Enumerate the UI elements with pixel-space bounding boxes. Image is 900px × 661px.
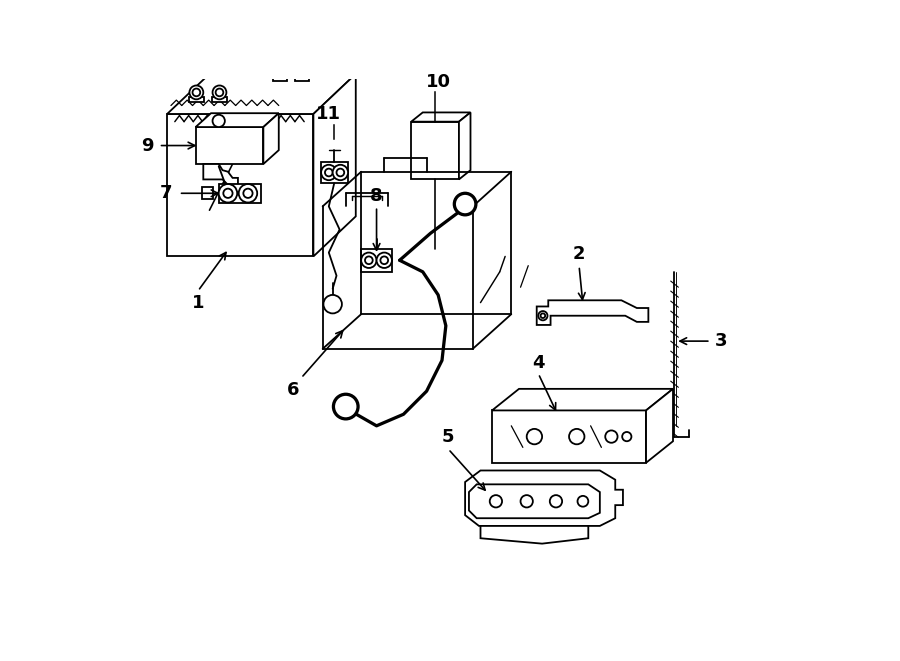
- Circle shape: [578, 496, 589, 507]
- Circle shape: [189, 85, 203, 99]
- Polygon shape: [189, 97, 204, 102]
- Circle shape: [376, 253, 392, 268]
- Circle shape: [238, 184, 257, 202]
- Polygon shape: [195, 113, 279, 127]
- Circle shape: [274, 65, 286, 78]
- Polygon shape: [264, 113, 279, 164]
- Polygon shape: [195, 127, 264, 164]
- Polygon shape: [167, 74, 356, 114]
- Polygon shape: [167, 114, 313, 256]
- Circle shape: [321, 165, 337, 180]
- Polygon shape: [492, 389, 673, 410]
- Text: 8: 8: [370, 187, 382, 206]
- Polygon shape: [295, 76, 309, 81]
- Polygon shape: [313, 74, 356, 256]
- Polygon shape: [411, 112, 471, 122]
- Circle shape: [276, 68, 284, 75]
- Text: 6: 6: [287, 381, 300, 399]
- Circle shape: [550, 495, 562, 508]
- Circle shape: [219, 184, 238, 202]
- Polygon shape: [219, 184, 261, 202]
- Polygon shape: [646, 389, 673, 463]
- Polygon shape: [492, 410, 646, 463]
- Circle shape: [454, 193, 476, 215]
- Polygon shape: [203, 164, 238, 187]
- Text: 2: 2: [572, 245, 585, 263]
- Text: 9: 9: [141, 137, 154, 155]
- Circle shape: [361, 253, 376, 268]
- Circle shape: [605, 430, 617, 443]
- Circle shape: [337, 169, 344, 176]
- Circle shape: [490, 495, 502, 508]
- Circle shape: [381, 256, 388, 264]
- Circle shape: [333, 165, 348, 180]
- Polygon shape: [212, 97, 227, 102]
- Polygon shape: [274, 76, 287, 81]
- Polygon shape: [465, 471, 623, 526]
- Text: 7: 7: [160, 184, 173, 202]
- Polygon shape: [459, 112, 471, 179]
- Polygon shape: [361, 249, 392, 272]
- Text: 1: 1: [192, 293, 204, 311]
- Circle shape: [323, 295, 342, 313]
- Text: 5: 5: [442, 428, 454, 446]
- Polygon shape: [469, 485, 599, 518]
- Circle shape: [526, 429, 542, 444]
- Circle shape: [541, 313, 545, 318]
- Circle shape: [296, 65, 308, 78]
- Polygon shape: [411, 122, 459, 179]
- Circle shape: [212, 85, 227, 99]
- Circle shape: [520, 495, 533, 508]
- Circle shape: [223, 188, 232, 198]
- Circle shape: [193, 89, 200, 97]
- Polygon shape: [536, 300, 648, 325]
- Polygon shape: [481, 526, 589, 543]
- Circle shape: [212, 115, 225, 127]
- Circle shape: [365, 256, 373, 264]
- Circle shape: [538, 311, 547, 321]
- Text: 11: 11: [316, 105, 341, 123]
- Text: 10: 10: [427, 73, 452, 91]
- Circle shape: [325, 169, 333, 176]
- Circle shape: [216, 89, 223, 97]
- Circle shape: [333, 394, 358, 419]
- Text: 4: 4: [532, 354, 544, 371]
- Circle shape: [243, 188, 253, 198]
- Text: 3: 3: [716, 332, 728, 350]
- Circle shape: [298, 68, 306, 75]
- Polygon shape: [202, 187, 212, 200]
- Polygon shape: [321, 162, 348, 183]
- Circle shape: [569, 429, 584, 444]
- Circle shape: [622, 432, 632, 442]
